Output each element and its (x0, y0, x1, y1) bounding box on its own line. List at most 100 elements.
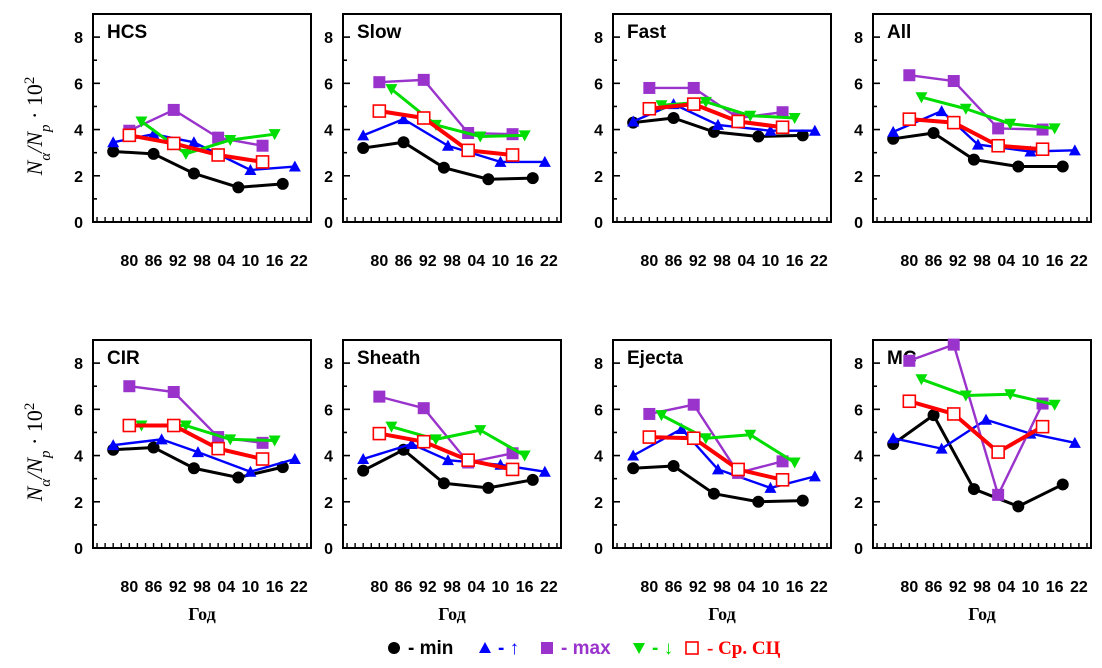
point-max (167, 386, 180, 398)
series-line-avg (649, 435, 784, 482)
point-avg (372, 426, 387, 441)
panel-ejecta: 0 2 4 6 8 80 86 92 98 04 10 16 22 Ejecta Год (594, 339, 832, 624)
point-down (179, 148, 192, 160)
point-up (971, 138, 984, 150)
y-tick-label: 2 (74, 169, 83, 186)
x-tick-label: 16 (266, 253, 284, 270)
point-up (808, 470, 821, 482)
y-tick-label: 0 (74, 215, 83, 232)
panel-sheath: 0 2 4 6 8 80 86 92 98 04 10 16 22 Sheath Год (324, 339, 562, 624)
point-min (796, 494, 809, 507)
legend-label-down: - ↓ (652, 638, 673, 659)
x-tick-label: 80 (370, 579, 388, 596)
panel-slow: 0 2 4 6 8 80 86 92 98 04 10 16 22 Slow (324, 13, 562, 270)
point-down (1004, 389, 1017, 401)
series-line-max (379, 395, 513, 464)
point-min (707, 487, 720, 500)
point-down (915, 374, 928, 386)
point-up (397, 113, 410, 125)
point-up (538, 155, 551, 167)
point-min (752, 495, 765, 508)
legend-marker-up (479, 642, 491, 653)
point-min (627, 462, 640, 475)
point-down (429, 434, 442, 446)
point-min (1012, 160, 1025, 173)
y-tick-label: 6 (594, 402, 603, 419)
panel-cir: 0 2 4 6 8 80 86 92 98 04 10 16 22 CIR Год (74, 339, 312, 624)
x-tick-label: 10 (242, 253, 260, 270)
point-down (385, 421, 398, 433)
point-up (887, 125, 900, 137)
x-tick-label: 86 (925, 579, 943, 596)
point-down (518, 450, 531, 462)
point-min (437, 161, 450, 174)
x-tick-label: 80 (640, 253, 658, 270)
series-line-max (129, 385, 263, 445)
x-tick-label: 98 (713, 253, 731, 270)
point-avg (211, 148, 225, 162)
y-tick-label: 4 (594, 449, 603, 466)
x-tick-label: 92 (949, 579, 967, 596)
series-line-avg (649, 102, 783, 130)
x-tick-label: 16 (786, 253, 804, 270)
point-up (288, 160, 301, 172)
x-tick-label: 10 (1022, 579, 1040, 596)
y-tick-label: 6 (324, 76, 333, 93)
point-up (887, 432, 900, 444)
point-up (627, 449, 640, 461)
y-axis-label: Nα/Np · 102 (22, 77, 54, 177)
point-min (357, 464, 370, 477)
legend-label-min: - min (408, 638, 453, 659)
point-avg (991, 138, 1005, 153)
x-tick-label: 04 (217, 253, 235, 270)
point-up (1068, 436, 1081, 448)
y-tick-label: 0 (74, 541, 83, 558)
point-down (744, 110, 757, 122)
point-down (744, 429, 757, 441)
x-tick-label: 16 (1046, 579, 1064, 596)
point-down (915, 92, 928, 104)
x-axis-label: Год (188, 604, 215, 624)
point-up (935, 105, 948, 117)
series-line-max (909, 74, 1043, 131)
legend-marker-avg (685, 641, 699, 655)
point-min (232, 471, 245, 484)
point-avg (255, 452, 270, 466)
point-avg (775, 473, 790, 487)
y-tick-label: 0 (594, 215, 603, 232)
legend-marker-max (541, 642, 553, 654)
point-min (187, 167, 200, 180)
point-up (357, 129, 370, 141)
point-max (373, 390, 386, 403)
x-tick-label: 22 (810, 253, 828, 270)
point-up (107, 439, 120, 451)
panel-all: 0 2 4 6 8 80 86 92 98 04 10 16 22 All (854, 13, 1092, 270)
point-min (482, 481, 495, 494)
point-up (675, 422, 688, 434)
point-avg (731, 114, 745, 129)
x-tick-label: 92 (419, 579, 437, 596)
point-down (385, 84, 398, 96)
point-min (357, 142, 370, 155)
point-up (538, 465, 551, 477)
point-up (1024, 145, 1037, 157)
point-down (135, 116, 148, 128)
y-tick-label: 2 (74, 495, 83, 512)
y-tick-label: 2 (854, 169, 863, 186)
x-tick-label: 86 (925, 253, 943, 270)
point-avg (642, 430, 657, 444)
point-min (147, 441, 160, 454)
legend-marker-down (633, 643, 645, 654)
x-tick-label: 10 (492, 253, 510, 270)
point-min (967, 483, 980, 496)
x-tick-label: 04 (467, 253, 485, 270)
y-tick-label: 2 (854, 495, 863, 512)
point-up (808, 124, 821, 136)
point-up (288, 453, 301, 465)
point-avg (416, 111, 431, 125)
point-avg (416, 434, 431, 449)
x-tick-label: 04 (737, 579, 755, 596)
point-up (711, 463, 724, 475)
panel-title: Slow (357, 22, 402, 43)
